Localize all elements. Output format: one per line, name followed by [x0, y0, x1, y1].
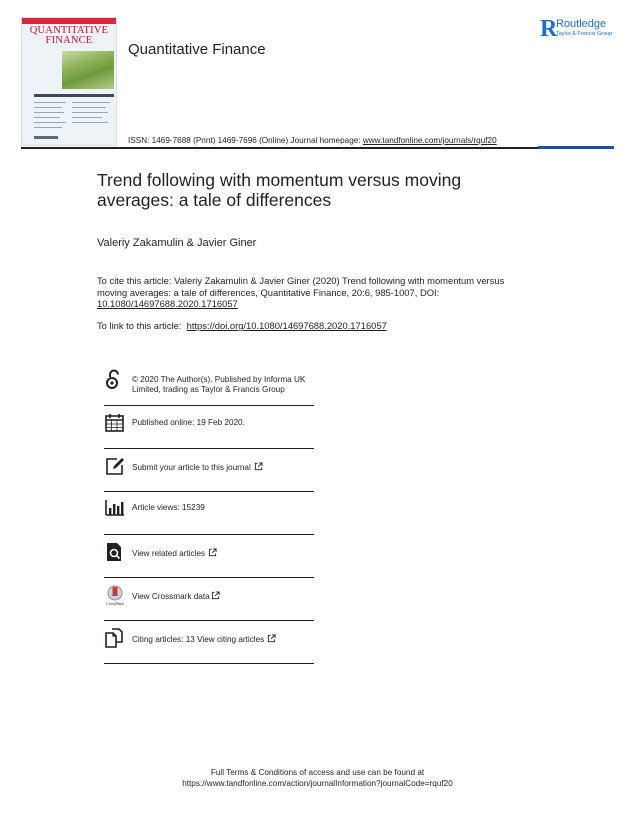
- related-articles-link[interactable]: View related articles: [132, 548, 217, 559]
- row-divider: [104, 620, 314, 621]
- header-rule-accent: [538, 146, 614, 149]
- license-text: © 2020 The Author(s). Published by Infor…: [132, 375, 306, 394]
- cover-top-bar: [22, 18, 116, 24]
- related-articles-text: View related articles: [132, 549, 206, 558]
- row-divider: [104, 448, 314, 449]
- crossmark-icon: [107, 585, 123, 601]
- footer-terms: Full Terms & Conditions of access and us…: [0, 767, 635, 789]
- edit-icon: [106, 458, 124, 475]
- cover-title: QUANTITATIVE FINANCE: [22, 25, 116, 46]
- journal-title: Quantitative Finance: [128, 41, 266, 58]
- submit-article-link[interactable]: Submit your article to this journal: [132, 462, 263, 473]
- citing-articles-icon: [105, 628, 123, 648]
- row-divider: [104, 663, 314, 664]
- citing-articles-link[interactable]: Citing articles: 13 View citing articles: [132, 634, 276, 645]
- citation-doi-link[interactable]: 10.1080/14697688.2020.1716057: [97, 298, 238, 309]
- article-authors: Valeriy Zakamulin & Javier Giner: [97, 237, 257, 249]
- crossmark-link[interactable]: View Crossmark data: [132, 591, 220, 602]
- header-rule: [21, 147, 538, 149]
- issn-text: ISSN: 1469-7688 (Print) 1469-7696 (Onlin…: [128, 136, 363, 145]
- row-divider: [104, 577, 314, 578]
- article-title: Trend following with momentum versus mov…: [97, 170, 462, 210]
- routledge-logo-subtext: Taylor & Francis Group: [556, 31, 613, 37]
- footer-terms-link[interactable]: https://www.tandfonline.com/action/journ…: [182, 779, 453, 788]
- routledge-logo-text: Routledge: [556, 18, 607, 30]
- article-link-label: To link to this article:: [97, 320, 185, 331]
- row-divider: [104, 405, 314, 406]
- crossmark-text: View Crossmark data: [132, 592, 210, 601]
- cover-title-line1: QUANTITATIVE: [29, 25, 109, 36]
- external-link-icon: [211, 591, 220, 600]
- routledge-logo: R Routledge Taylor & Francis Group: [540, 17, 620, 41]
- row-divider: [104, 534, 314, 535]
- external-link-icon: [209, 548, 217, 557]
- search-document-icon: [107, 543, 121, 561]
- external-link-icon: [268, 634, 276, 643]
- journal-homepage-link[interactable]: www.tandfonline.com/journals/rquf20: [362, 136, 497, 145]
- routledge-r-icon: R: [540, 16, 558, 42]
- submit-article-text: Submit your article to this journal: [132, 463, 251, 472]
- citation-block: To cite this article: Valeriy Zakamulin …: [97, 275, 537, 310]
- calendar-icon: [105, 414, 124, 432]
- external-link-icon: [254, 462, 263, 471]
- footer-line-1: Full Terms & Conditions of access and us…: [210, 768, 425, 777]
- cover-title-line2: FINANCE: [45, 35, 93, 46]
- crossmark-label: CrossMark: [106, 601, 124, 606]
- open-access-icon: [106, 369, 119, 389]
- article-doi-link[interactable]: https://doi.org/10.1080/14697688.2020.17…: [186, 320, 387, 331]
- bar-chart-icon: [105, 500, 124, 516]
- row-divider: [104, 491, 314, 492]
- article-link-line: To link to this article: https://doi.org…: [97, 320, 387, 331]
- issn-line: ISSN: 1469-7688 (Print) 1469-7696 (Onlin…: [128, 136, 497, 145]
- article-views-text: Article views: 15239: [132, 503, 205, 512]
- cover-publisher-mark: [34, 136, 58, 139]
- citing-articles-text: Citing articles: 13 View citing articles: [132, 635, 265, 644]
- citation-text: To cite this article: Valeriy Zakamulin …: [97, 275, 505, 298]
- journal-cover-thumbnail: QUANTITATIVE FINANCE: [21, 17, 117, 146]
- published-online-text: Published online: 19 Feb 2020.: [132, 418, 245, 427]
- cover-band: [34, 94, 114, 97]
- cover-photo: [62, 51, 114, 89]
